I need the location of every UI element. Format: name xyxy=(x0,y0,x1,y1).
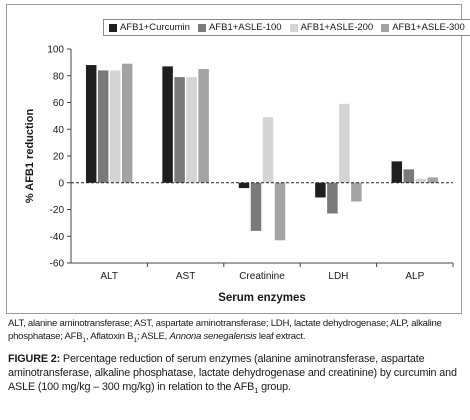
y-tick-label: 100 xyxy=(47,45,64,56)
bar xyxy=(274,182,286,241)
legend-item: AFB1+ASLE-100 xyxy=(197,22,282,33)
bar xyxy=(403,169,415,183)
legend-label: AFB1+ASLE-100 xyxy=(208,22,282,33)
footnote-species: Annona senegalensis xyxy=(169,330,257,342)
bar xyxy=(238,182,250,189)
footnote-text: ALT, alanine aminotransferase; AST, aspa… xyxy=(8,318,442,342)
y-axis-title: % AFB1 reduction xyxy=(24,109,36,204)
bar xyxy=(97,70,109,183)
legend-label: AFB1+ASLE-300 xyxy=(392,22,465,33)
x-tick-label: Creatinine xyxy=(239,271,285,282)
bar xyxy=(85,65,97,183)
bar xyxy=(162,66,173,183)
y-tick-label: 80 xyxy=(53,71,65,82)
caption-text: Percentage reduction of serum enzymes (a… xyxy=(8,353,457,393)
caption-label: FIGURE 2: xyxy=(8,353,61,365)
legend-label: AFB1+ASLE-200 xyxy=(300,22,374,33)
bar xyxy=(250,182,262,231)
legend-item: AFB1+ASLE-300 xyxy=(381,22,465,33)
legend: AFB1+Curcumin AFB1+ASLE-100 AFB1+ASLE-200 A… xyxy=(103,19,470,36)
legend-item: AFB1+ASLE-200 xyxy=(289,22,374,33)
figure-footnote: ALT, alanine aminotransferase; AST, aspa… xyxy=(8,318,462,343)
caption-end: group. xyxy=(258,381,291,393)
bar xyxy=(339,103,350,183)
figure-box: -60 -40 -20 0 20 40 60 80 100 ALT AST Creatinine LDH… xyxy=(6,4,470,314)
bar xyxy=(327,182,338,214)
bar xyxy=(186,77,197,183)
bar xyxy=(315,182,326,198)
y-tick-label: 60 xyxy=(53,98,65,109)
legend-swatch xyxy=(289,23,298,32)
y-tick-label: -40 xyxy=(50,232,65,243)
x-axis-title: Serum enzymes xyxy=(218,292,306,304)
x-tick-label: ALT xyxy=(100,271,118,282)
footnote-sub-2: 1 xyxy=(133,336,137,344)
bar xyxy=(174,77,185,183)
x-tick-label: LDH xyxy=(328,271,348,282)
y-tick-label: 0 xyxy=(58,178,64,189)
legend-label: AFB1+Curcumin xyxy=(120,22,190,33)
x-tick-label: AST xyxy=(176,271,195,282)
x-tick-label: ALP xyxy=(405,271,424,282)
bar xyxy=(391,161,403,183)
bar xyxy=(109,70,121,183)
legend-item: AFB1+Curcumin xyxy=(109,22,190,33)
figure-caption: FIGURE 2: Percentage reduction of serum … xyxy=(8,352,462,394)
footnote-tail: ; ASLE, xyxy=(136,330,170,342)
legend-swatch xyxy=(381,23,390,32)
footnote-end: leaf extract. xyxy=(256,330,306,342)
bar xyxy=(427,177,439,183)
y-tick-label: -20 xyxy=(50,205,65,216)
y-tick-label: 40 xyxy=(53,125,65,136)
y-tick-label: 20 xyxy=(53,152,65,163)
footnote-mid: , Aflatoxin B xyxy=(85,330,134,342)
caption-sub: 1 xyxy=(254,386,259,396)
bar xyxy=(415,178,427,183)
bar xyxy=(198,69,209,183)
legend-swatch xyxy=(197,23,206,32)
legend-swatch xyxy=(109,23,117,32)
footnote-sub-1: 1 xyxy=(82,336,86,344)
bar xyxy=(351,182,362,202)
bar xyxy=(262,117,274,183)
y-tick-label: -60 xyxy=(50,259,65,270)
bar xyxy=(121,63,133,183)
bar-chart: -60 -40 -20 0 20 40 60 80 100 ALT AST Creatinine LDH… xyxy=(24,45,454,304)
